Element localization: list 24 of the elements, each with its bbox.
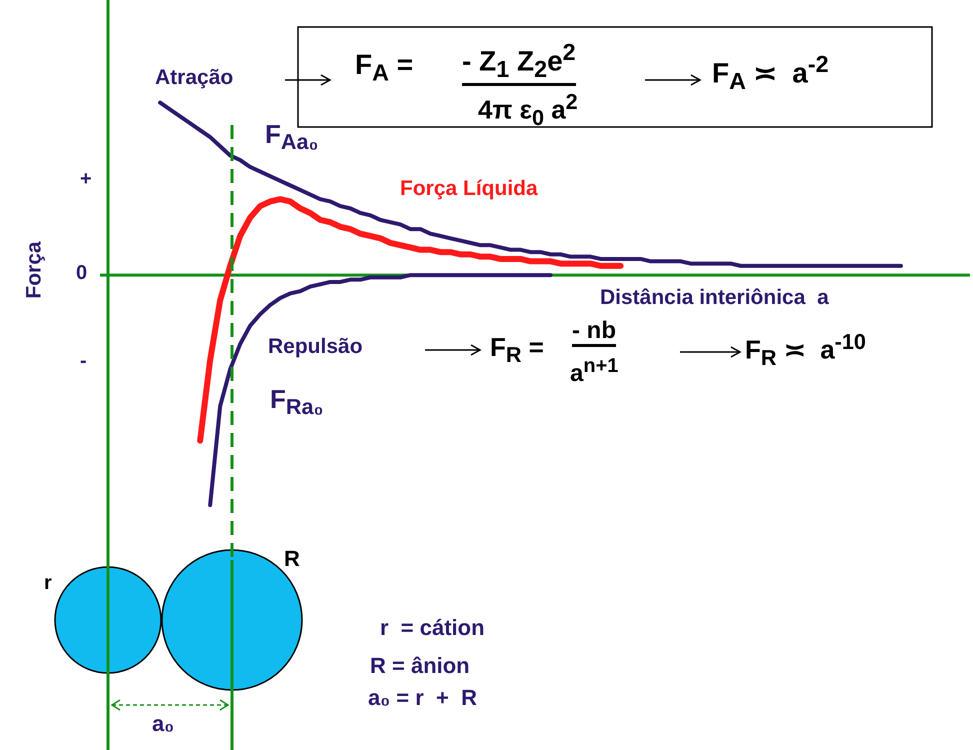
annotation: F$_{R}$ ≍ a$^{-10}$	[745, 329, 866, 370]
text: a₀	[152, 711, 174, 736]
text: r = cátion	[380, 615, 485, 640]
series-label: Atração	[155, 66, 234, 90]
text: Força Líquida	[400, 177, 538, 201]
annotation: F$_{R}$ =	[490, 332, 544, 368]
text: F$_{A}$ ≍ a$^{-2}$	[712, 51, 829, 95]
annotation: F$_{Ra₀}$	[270, 384, 324, 420]
y-axis-title: Força	[22, 241, 47, 299]
text: R	[284, 546, 300, 572]
text: 0	[76, 262, 88, 284]
annotation: 4π ε$_{0}$ a$^{2}$	[478, 89, 578, 130]
text: F$_{A}$ =	[355, 49, 414, 86]
text: +	[80, 168, 92, 190]
text: -	[80, 350, 87, 372]
annotation: - nb	[572, 317, 616, 348]
annotation: F$_{Aa₀}$	[265, 119, 318, 154]
x-axis-title: Distância interiônica a	[600, 286, 829, 310]
series-label: Repulsão	[268, 335, 363, 359]
text: a₀ = r + R	[368, 685, 477, 710]
text: r	[44, 572, 52, 594]
text: R = ânion	[370, 653, 470, 678]
text: - Z$_{1}$ Z$_{2}$e$^{2}$	[462, 39, 576, 86]
annotation: a$^{n+1}$	[570, 355, 618, 388]
